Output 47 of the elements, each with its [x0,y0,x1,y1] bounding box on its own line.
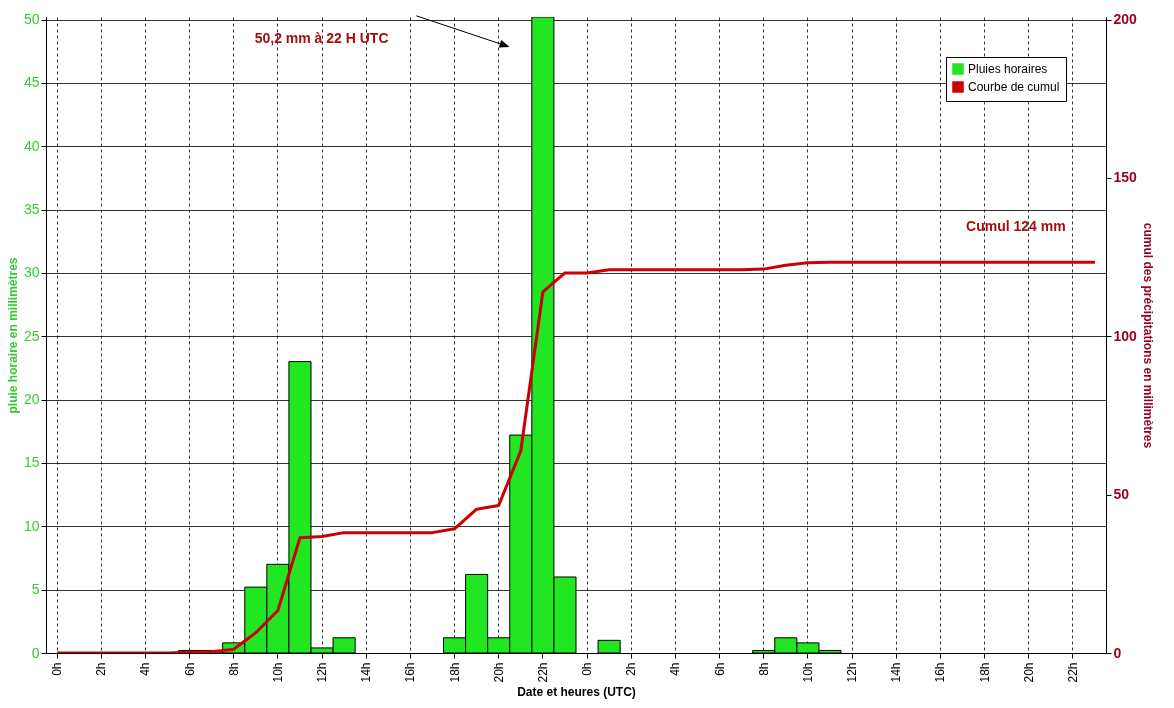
y-axis-title: pluie horaire en millimètres [5,257,20,414]
x-tick-label: 22h [535,662,550,683]
legend-label: Courbe de cumul [968,80,1060,94]
annotation: Cumul 124 mm [966,217,1066,234]
y2-tick-label: 150 [1113,169,1138,186]
annotation: 50,2 mm à 22 H UTC [254,29,389,46]
y-tick-label: 35 [23,201,40,218]
x-tick-label: 12h [315,662,330,683]
x-tick-label: 6h [182,662,197,676]
legend-label: Pluies horaires [968,62,1048,76]
x-tick-label: 6h [712,662,727,676]
y2-tick-label: 100 [1113,327,1138,344]
x-tick-label: 2h [94,662,109,676]
y-tick-label: 5 [31,581,40,598]
y-tick-label: 20 [23,391,40,408]
y-tick-label: 15 [23,454,40,471]
x-tick-label: 14h [889,662,904,683]
x-tick-label: 2h [624,662,639,676]
x-tick-label: 0h [50,662,65,676]
x-tick-label: 0h [580,662,595,676]
x-tick-label: 14h [359,662,374,683]
x-tick-label: 22h [1065,662,1080,683]
y-tick-label: 45 [23,74,40,91]
y2-tick-label: 200 [1113,11,1138,28]
x-tick-label: 20h [491,662,506,683]
y-tick-label: 0 [31,644,40,661]
y2-tick-label: 50 [1113,486,1130,503]
x-tick-label: 18h [447,662,462,683]
y-tick-label: 30 [23,264,40,281]
y2-tick-label: 0 [1113,644,1122,661]
x-tick-label: 4h [668,662,683,676]
y-tick-label: 10 [23,517,40,534]
x-tick-label: 20h [1021,662,1036,683]
x-tick-label: 16h [933,662,948,683]
y2-axis-title: cumul des précipitations en millimètres [1140,222,1155,449]
y-tick-label: 25 [23,327,40,344]
x-tick-label: 16h [403,662,418,683]
x-tick-label: 10h [270,662,285,683]
x-axis-title: Date et heures (UTC) [517,684,636,699]
x-tick-label: 12h [845,662,860,683]
x-tick-label: 18h [977,662,992,683]
y-tick-label: 50 [23,11,40,28]
x-tick-label: 10h [800,662,815,683]
x-tick-label: 8h [226,662,241,676]
x-tick-label: 4h [138,662,153,676]
y-tick-label: 40 [23,137,40,154]
x-tick-label: 8h [756,662,771,676]
